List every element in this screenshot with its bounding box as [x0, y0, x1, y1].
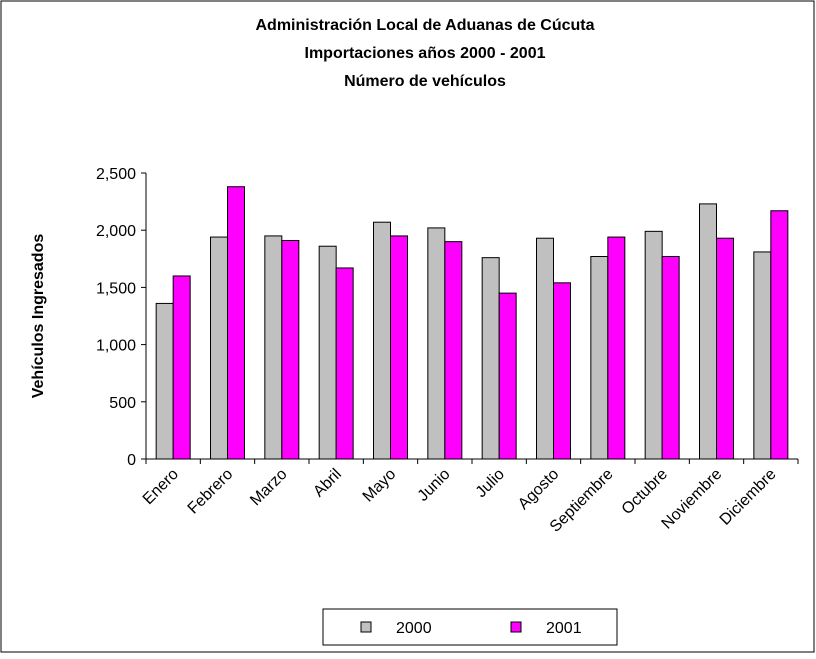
bar [172, 275, 191, 460]
legend-label: 2001 [546, 620, 582, 637]
bar [498, 292, 517, 460]
bar [607, 236, 626, 460]
bar [264, 235, 283, 460]
bar [335, 267, 354, 460]
y-tick-label: 1,500 [96, 280, 136, 297]
bar [427, 227, 446, 460]
bar [227, 186, 245, 460]
bar [281, 239, 300, 460]
bar [661, 256, 680, 460]
bar [210, 236, 228, 460]
y-tick-label: 2,500 [96, 166, 136, 183]
y-axis-label: Vehículos Ingresados [30, 234, 47, 399]
chart-title: Número de vehículos [344, 73, 506, 90]
bar [390, 235, 408, 460]
y-tick-label: 500 [109, 395, 136, 412]
legend-swatch [360, 621, 372, 633]
bar [536, 237, 554, 460]
bar [716, 237, 734, 460]
y-tick-label: 0 [127, 452, 136, 469]
legend-frame [322, 608, 618, 646]
bar [444, 241, 463, 460]
bar [770, 210, 789, 460]
chart-title: Administración Local de Aduanas de Cúcut… [255, 17, 594, 34]
bar [481, 257, 500, 460]
bar [590, 256, 609, 460]
bar [644, 230, 663, 460]
chart-title: Importaciones años 2000 - 2001 [305, 45, 546, 62]
legend-label: 2000 [396, 620, 432, 637]
bar [553, 282, 571, 460]
y-tick-label: 1,000 [96, 338, 136, 355]
y-tick-label: 2,000 [96, 223, 136, 240]
legend-swatch [510, 621, 522, 633]
bar [318, 245, 337, 460]
bar [699, 203, 717, 460]
bar [753, 251, 772, 460]
bar [155, 302, 174, 460]
bar [373, 221, 391, 460]
